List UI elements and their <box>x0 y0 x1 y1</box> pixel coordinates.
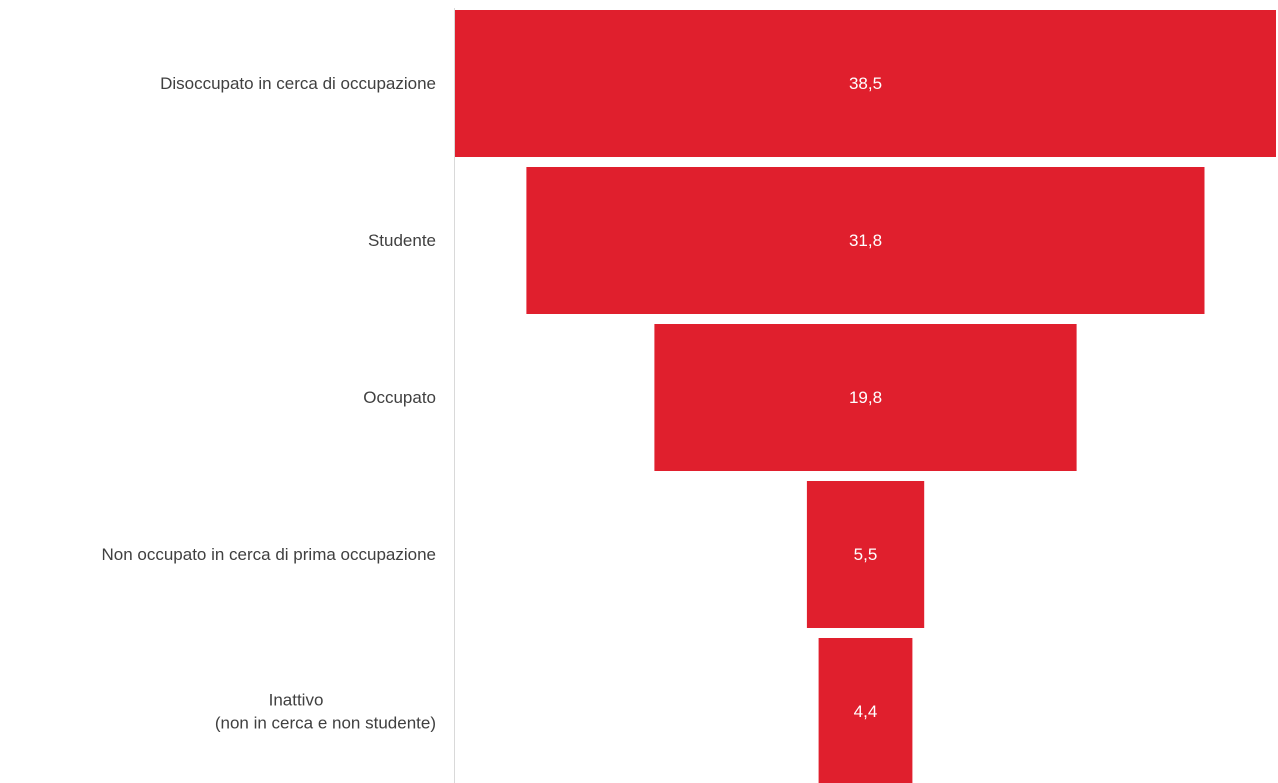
value-labels-group: 38,5 31,8 19,8 5,5 4,4 <box>849 74 882 721</box>
funnel-bar <box>526 167 1205 314</box>
data-label: 38,5 <box>849 74 882 93</box>
category-label-line: Non occupato in cerca di prima occupazio… <box>101 545 436 564</box>
category-label: Occupato <box>363 388 436 407</box>
bars-group <box>455 10 1276 783</box>
category-label-line: Occupato <box>363 388 436 407</box>
category-label-line: Studente <box>368 231 436 250</box>
funnel-bar <box>654 324 1077 471</box>
funnel-bar <box>806 481 925 628</box>
category-labels-group: Disoccupato in cerca di occupazione Stude… <box>101 74 436 733</box>
category-label: Non occupato in cerca di prima occupazio… <box>101 545 436 564</box>
category-label: Disoccupato in cerca di occupazione <box>160 74 436 93</box>
data-label: 19,8 <box>849 388 882 407</box>
data-label: 5,5 <box>854 545 878 564</box>
funnel-bar <box>818 638 913 783</box>
funnel-bar <box>455 10 1276 157</box>
data-label: 4,4 <box>854 702 878 721</box>
category-label-line: (non in cerca e non studente) <box>215 714 436 733</box>
category-label-line: Disoccupato in cerca di occupazione <box>160 74 436 93</box>
category-label-line: Inattivo <box>269 691 324 710</box>
data-label: 31,8 <box>849 231 882 250</box>
category-label: Inattivo (non in cerca e non studente) <box>215 691 436 733</box>
category-label: Studente <box>368 231 436 250</box>
